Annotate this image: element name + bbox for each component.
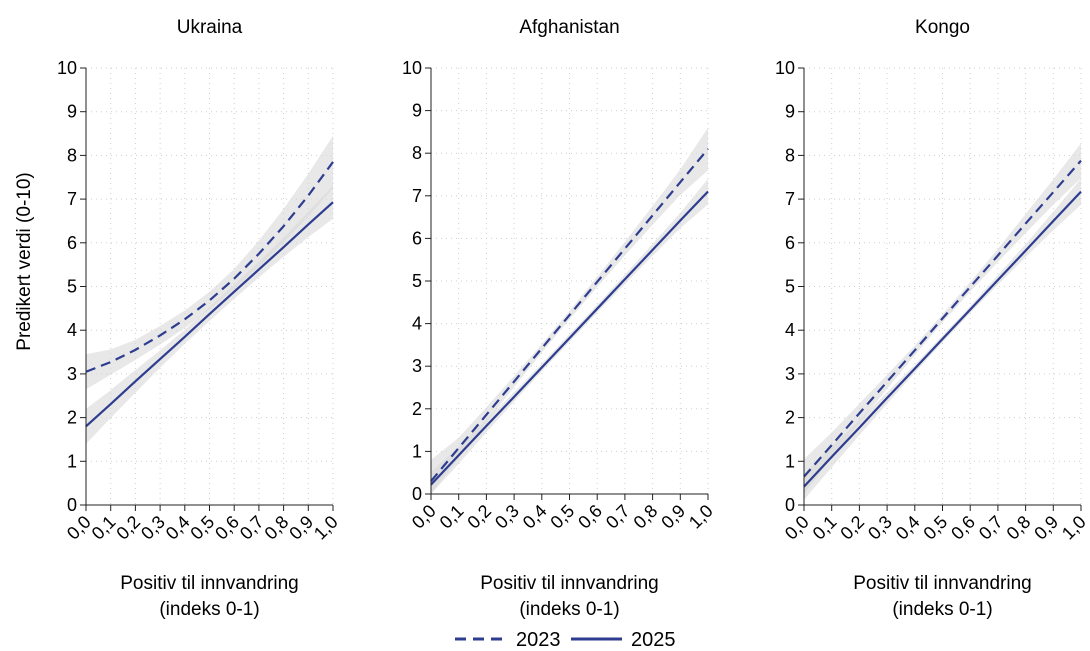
x-tick-label: 0,7	[975, 512, 1007, 544]
y-tick-label: 0	[67, 495, 77, 515]
y-tick-label: 1	[785, 451, 795, 471]
x-tick-label: 0,8	[1003, 512, 1035, 544]
y-tick-label: 7	[67, 189, 77, 209]
y-tick-label: 4	[785, 320, 795, 340]
series-line-2023	[803, 159, 1082, 478]
x-tick-label: 0,9	[1030, 512, 1062, 544]
y-tick-label: 6	[67, 233, 77, 253]
y-tick-label: 3	[412, 356, 422, 376]
x-tick-label: 0,9	[657, 501, 689, 533]
y-tick-label: 3	[67, 364, 77, 384]
x-tick-label: 0,0	[408, 501, 440, 533]
y-tick-label: 9	[412, 101, 422, 121]
x-tick-label: 0,0	[781, 512, 813, 544]
series-line-2025	[803, 190, 1082, 488]
y-tick-label: 10	[775, 58, 795, 78]
x-tick-label: 0,7	[602, 501, 634, 533]
y-tick-label: 3	[785, 364, 795, 384]
legend-label-2023: 2023	[516, 629, 561, 651]
panel-2: Kongo0123456789100,00,10,20,30,40,50,60,…	[775, 17, 1090, 620]
y-tick-label: 10	[402, 58, 422, 78]
x-tick-label: 1,0	[1058, 512, 1090, 544]
ci-band-2025	[431, 178, 708, 494]
y-axis-label: Predikert verdi (0-10)	[14, 172, 35, 350]
x-tick-label: 0,6	[574, 501, 606, 533]
series-line-2023	[430, 148, 709, 482]
x-tick-label: 1,0	[685, 501, 717, 533]
x-tick-label: 0,3	[864, 512, 896, 544]
y-tick-label: 9	[785, 102, 795, 122]
x-tick-label: 0,3	[491, 501, 523, 533]
x-tick-label: 0,5	[919, 512, 951, 544]
y-tick-label: 0	[412, 484, 422, 504]
y-tick-label: 7	[412, 186, 422, 206]
y-tick-label: 8	[412, 143, 422, 163]
x-tick-label: 0,4	[519, 501, 551, 533]
y-tick-label: 1	[67, 451, 77, 471]
y-tick-label: 9	[67, 102, 77, 122]
legend-label-2025: 2025	[631, 629, 676, 651]
x-axis-label: (indeks 0-1)	[159, 599, 259, 620]
y-tick-label: 2	[67, 408, 77, 428]
ci-band-2023	[86, 135, 333, 390]
series-line-2023	[85, 161, 334, 373]
y-tick-label: 5	[412, 271, 422, 291]
y-tick-label: 0	[785, 495, 795, 515]
x-axis-label: Positiv til innvandring	[120, 573, 298, 594]
x-tick-label: 0,2	[463, 501, 495, 533]
y-tick-label: 10	[57, 58, 77, 78]
x-axis-label: (indeks 0-1)	[892, 599, 992, 620]
legend: 2023 2025	[455, 629, 676, 651]
x-tick-label: 1,0	[310, 512, 342, 544]
y-tick-label: 4	[412, 314, 422, 334]
y-tick-label: 6	[785, 233, 795, 253]
y-tick-label: 1	[412, 441, 422, 461]
x-tick-label: 0,4	[892, 512, 924, 544]
x-tick-label: 0,1	[809, 512, 841, 544]
y-tick-label: 8	[785, 145, 795, 165]
panel-0: Ukraina0123456789100,00,10,20,30,40,50,6…	[14, 17, 342, 620]
y-tick-label: 6	[412, 228, 422, 248]
panel-1: Afghanistan0123456789100,00,10,20,30,40,…	[402, 17, 717, 620]
x-tick-label: 0,1	[436, 501, 468, 533]
ci-band-2023	[431, 127, 708, 494]
y-tick-label: 4	[67, 320, 77, 340]
y-tick-label: 2	[412, 399, 422, 419]
x-axis-label: (indeks 0-1)	[519, 599, 619, 620]
series-line-2025	[430, 190, 709, 486]
x-tick-label: 0,2	[836, 512, 868, 544]
y-tick-label: 7	[785, 189, 795, 209]
y-tick-label: 5	[785, 277, 795, 297]
panel-title: Kongo	[915, 17, 970, 38]
x-axis-label: Positiv til innvandring	[480, 573, 658, 594]
y-tick-label: 8	[67, 145, 77, 165]
x-tick-label: 0,5	[546, 501, 578, 533]
x-tick-label: 0,6	[947, 512, 979, 544]
x-tick-label: 0,8	[630, 501, 662, 533]
panel-title: Afghanistan	[519, 17, 619, 38]
y-tick-label: 5	[67, 277, 77, 297]
panel-title: Ukraina	[177, 17, 243, 38]
x-axis-label: Positiv til innvandring	[853, 573, 1031, 594]
y-tick-label: 2	[785, 408, 795, 428]
series-line-2025	[85, 201, 334, 428]
